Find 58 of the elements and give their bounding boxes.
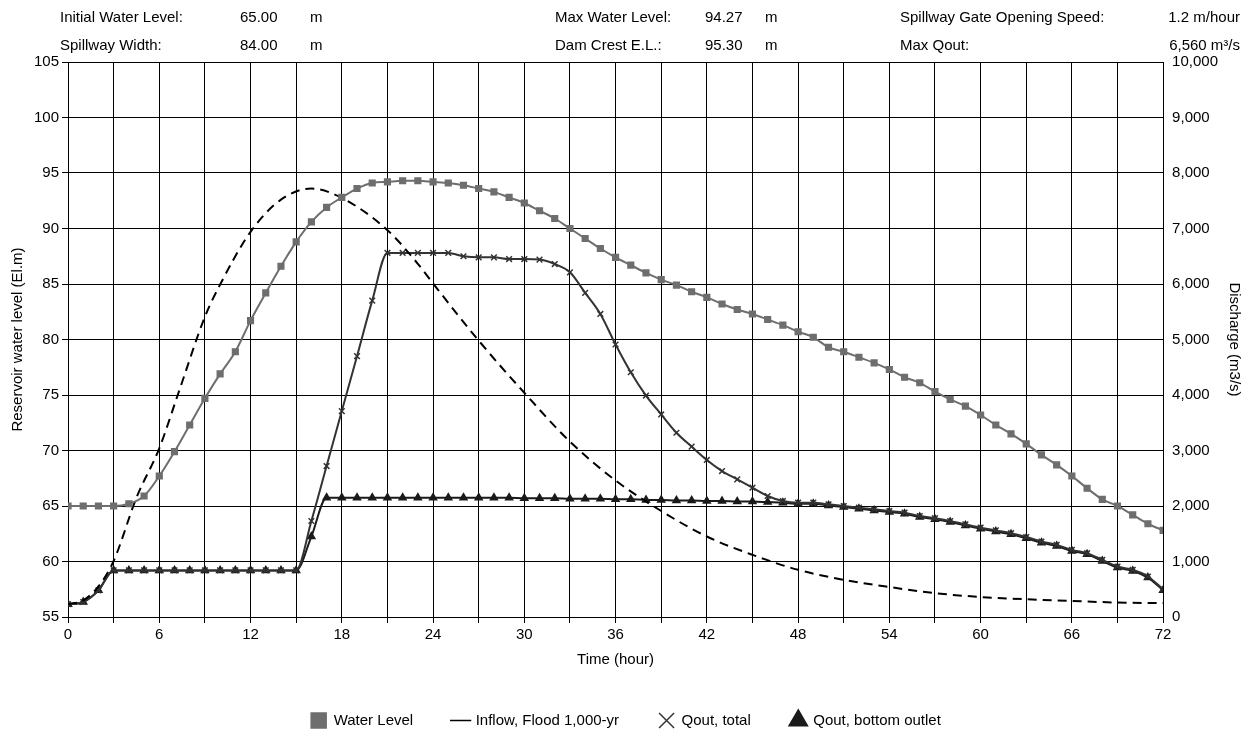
text: 65.00 <box>240 8 278 25</box>
x-axis-title: Time (hour) <box>577 650 655 668</box>
text: 6,560 m³/s <box>1169 36 1240 53</box>
y2-tick-label: 7,000 <box>1172 218 1210 236</box>
text: 95.30 <box>705 36 743 53</box>
text: Spillway Width: <box>60 36 162 53</box>
x-tick-label: 72 <box>1154 625 1172 643</box>
text: Dam Crest E.L.: <box>555 36 662 53</box>
y-tick-label: 100 <box>34 107 60 125</box>
x-tick-label: 30 <box>515 625 533 643</box>
legend-label: Water Level <box>333 710 414 728</box>
x-tick-label: 12 <box>242 625 259 643</box>
y2-tick-label: 6,000 <box>1172 274 1210 292</box>
x-tick-label: 24 <box>424 625 442 643</box>
y2-tick-label: 10,000 <box>1172 52 1219 70</box>
y2-tick-label: 5,000 <box>1172 329 1210 347</box>
y2-tick-label: 2,000 <box>1172 496 1210 514</box>
x-tick-label: 48 <box>789 625 807 643</box>
x-tick-label: 36 <box>607 625 624 643</box>
x-tick-label: 0 <box>63 625 73 643</box>
x-tick-label: 18 <box>333 625 351 643</box>
y2-tick-label: 1,000 <box>1172 551 1210 569</box>
y2-tick-label: 9,000 <box>1172 107 1210 125</box>
x-tick-label: 60 <box>972 625 989 643</box>
y-tick-label: 90 <box>42 218 60 236</box>
text: Max Qout: <box>900 36 970 53</box>
text: m <box>765 8 778 25</box>
text: Max Water Level: <box>555 8 672 25</box>
y2-tick-label: 4,000 <box>1172 385 1210 403</box>
text: 84.00 <box>240 36 278 53</box>
x-tick-label: 42 <box>698 625 716 643</box>
x-tick-label: 66 <box>1063 625 1081 643</box>
text: Spillway Gate Opening Speed: <box>900 8 1105 25</box>
x-tick-label: 6 <box>155 625 164 643</box>
y2-tick-label: 0 <box>1172 607 1181 625</box>
y2-axis-title: Discharge (m3/s) <box>1226 282 1244 397</box>
text: 1.2 m/hour <box>1168 8 1240 25</box>
text: m <box>310 8 323 25</box>
legend-label: Inflow, Flood 1,000-yr <box>475 710 620 728</box>
y-axis-title: Reservoir water level (El.m) <box>8 247 26 432</box>
y-tick-label: 75 <box>42 385 60 403</box>
y-tick-label: 55 <box>42 607 60 625</box>
legend-label: Qout, total <box>681 710 751 728</box>
text: m <box>310 36 323 53</box>
x-tick-label: 54 <box>881 625 898 643</box>
y-tick-label: 60 <box>42 551 60 569</box>
legend-label: Qout, bottom outlet <box>813 710 942 728</box>
y-tick-label: 95 <box>42 163 60 181</box>
y-tick-label: 85 <box>42 274 60 292</box>
y2-tick-label: 3,000 <box>1172 440 1210 458</box>
y-tick-label: 65 <box>42 496 60 514</box>
y-tick-label: 105 <box>34 52 60 70</box>
y-tick-label: 70 <box>42 440 60 458</box>
y-tick-label: 80 <box>42 329 60 347</box>
text: 94.27 <box>705 8 743 25</box>
text: Initial Water Level: <box>60 8 183 25</box>
text: m <box>765 36 778 53</box>
y2-tick-label: 8,000 <box>1172 163 1210 181</box>
